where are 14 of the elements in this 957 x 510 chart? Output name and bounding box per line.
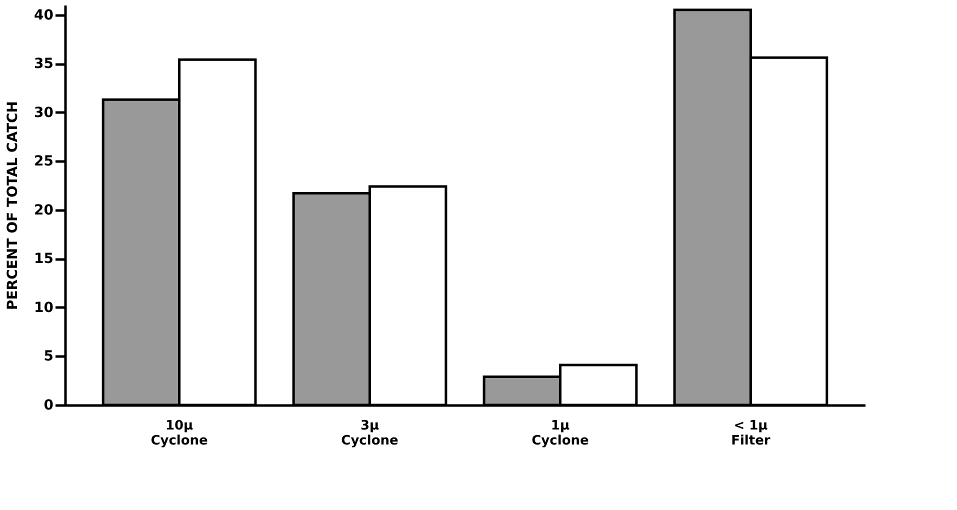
y-tick-label: 5	[44, 348, 54, 365]
x-tick-label: 10μ Cyclone	[150, 418, 208, 448]
x-tick-label: 3μ Cyclone	[341, 418, 399, 448]
y-tick-label: 20	[34, 202, 54, 218]
x-tick-label: < 1μ Filter	[731, 418, 771, 448]
y-tick-label: 35	[34, 56, 54, 72]
y-tick-label: 0	[44, 398, 54, 414]
y-tick-label: 15	[34, 251, 54, 268]
x-tick-label: 1μ Cyclone	[532, 418, 590, 448]
y-tick-label: 10	[34, 300, 54, 316]
y-tick-label: 40	[34, 7, 54, 24]
y-tick-label: 25	[34, 154, 54, 170]
y-axis-title: PERCENT OF TOTAL CATCH	[5, 100, 22, 310]
y-tick-label: 30	[34, 104, 54, 121]
